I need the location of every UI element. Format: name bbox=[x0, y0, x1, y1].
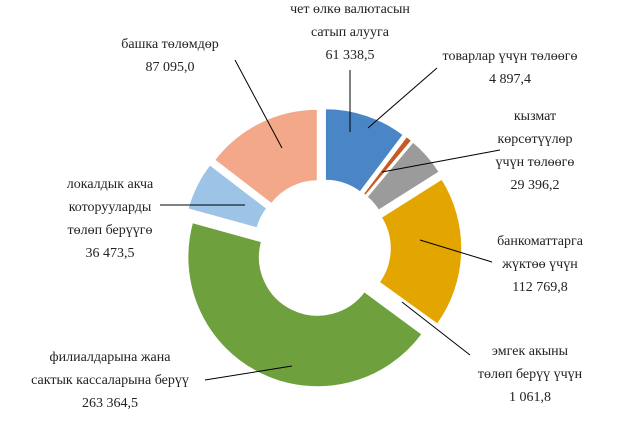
category-label: төлөп берүү үчүн bbox=[478, 367, 583, 382]
category-label: башка төлөмдөр bbox=[121, 37, 219, 52]
value-label: 29 396,2 bbox=[511, 178, 560, 193]
donut-segment bbox=[324, 107, 405, 194]
value-label: 36 473,5 bbox=[86, 246, 135, 261]
leader-line bbox=[381, 149, 501, 173]
donut-segment bbox=[375, 286, 437, 333]
category-label: үчүн төлөөгө bbox=[496, 155, 575, 170]
category-label: филиалдарына жана bbox=[50, 350, 172, 365]
leader-line bbox=[204, 365, 293, 381]
category-label: төлөп берүүгө bbox=[68, 223, 153, 238]
donut-segment bbox=[213, 108, 319, 205]
category-label: локалдык акча bbox=[67, 177, 154, 192]
category-label: кызмат bbox=[514, 109, 556, 124]
value-label: 87 095,0 bbox=[146, 60, 195, 75]
leader-line bbox=[234, 59, 283, 149]
category-label: сактык кассаларына берүү bbox=[31, 373, 189, 388]
donut-segment bbox=[186, 221, 424, 388]
category-label: которууларды bbox=[69, 200, 152, 215]
donut-segment bbox=[362, 135, 413, 197]
value-label: 1 061,8 bbox=[509, 390, 551, 405]
value-label: 112 769,8 bbox=[512, 280, 567, 295]
value-label: 263 364,5 bbox=[82, 396, 138, 411]
leader-line bbox=[401, 301, 471, 356]
donut-segment bbox=[186, 163, 269, 230]
category-label: эмгек акыны bbox=[492, 344, 569, 359]
value-label: 4 897,4 bbox=[489, 72, 531, 87]
donut-segment bbox=[377, 177, 463, 326]
category-label: банкоматтарга bbox=[497, 234, 584, 249]
category-label: көрсөтүүлөр bbox=[497, 132, 572, 147]
value-label: 61 338,5 bbox=[326, 48, 375, 63]
category-label: товарлар үчүн төлөөгө bbox=[443, 49, 578, 64]
leader-line bbox=[419, 239, 493, 263]
category-label: чет өлкө валютасын bbox=[290, 2, 410, 17]
category-label: жүктөө үчүн bbox=[501, 257, 578, 272]
leader-line bbox=[367, 67, 438, 129]
category-label: сатып алууга bbox=[311, 25, 390, 40]
donut-segment bbox=[365, 140, 441, 212]
